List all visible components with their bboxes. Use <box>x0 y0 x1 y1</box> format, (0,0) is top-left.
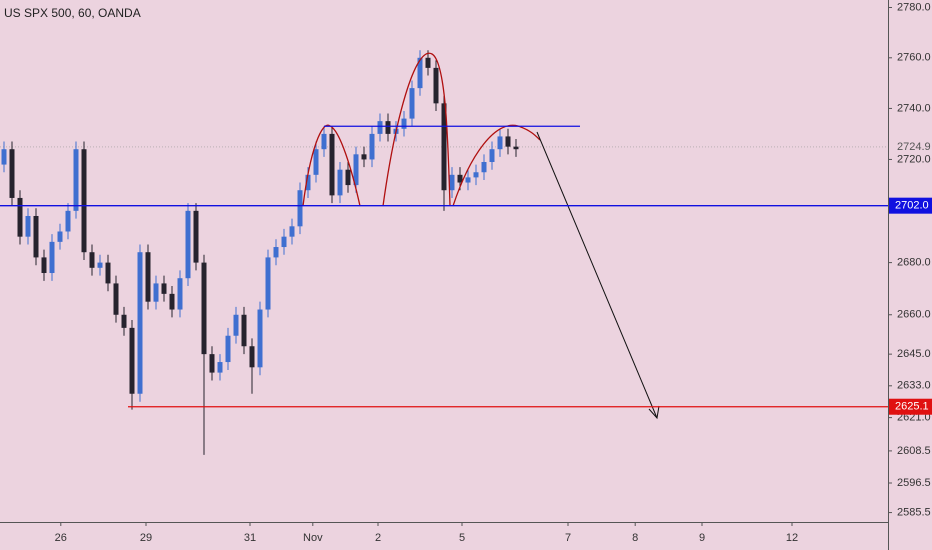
x-tick-label: 29 <box>140 532 152 544</box>
y-tick-label: 2740.0 <box>897 102 931 114</box>
chart-title: US SPX 500, 60, OANDA <box>4 6 141 20</box>
arrow-line <box>536 131 658 419</box>
candle-body <box>105 262 111 284</box>
candle-body <box>289 226 295 237</box>
candle-body <box>449 174 455 191</box>
candle-body <box>369 133 375 160</box>
candle-body <box>169 293 175 310</box>
x-tick-label: 7 <box>565 532 571 544</box>
candle-body <box>65 210 71 232</box>
candle-body <box>361 154 367 160</box>
candle-body <box>9 149 15 198</box>
candle-body <box>265 257 271 310</box>
candle-body <box>217 362 223 373</box>
candle-body <box>385 121 391 134</box>
projection-arrow <box>536 131 660 420</box>
candle-body <box>481 162 487 173</box>
candle-body <box>505 136 511 147</box>
last-price-label: 2724.9 <box>897 141 931 153</box>
candle-body <box>113 283 119 315</box>
candle-body <box>49 241 55 274</box>
y-tick-label: 2633.0 <box>897 380 931 392</box>
candle-body <box>377 121 383 134</box>
x-tick-label: 31 <box>244 532 256 544</box>
candle-body <box>145 252 151 302</box>
candle-body <box>241 314 247 347</box>
candle-body <box>489 149 495 163</box>
candle-body <box>433 67 439 104</box>
candle-body <box>497 136 503 150</box>
price-label-box <box>889 197 932 214</box>
candle-body <box>17 197 23 237</box>
candle-body <box>345 169 351 186</box>
candle-body <box>409 88 415 119</box>
candle-body <box>249 346 255 368</box>
candle-body <box>257 309 263 368</box>
candle-body <box>121 314 127 328</box>
candle-body <box>281 236 287 248</box>
candle-body <box>73 149 79 211</box>
candle-body <box>1 149 7 165</box>
candle-body <box>513 146 519 150</box>
candle-body <box>329 133 335 196</box>
x-tick-label: 9 <box>699 532 705 544</box>
candle-body <box>297 190 303 227</box>
candle-body <box>209 354 215 373</box>
y-tick-label: 2760.0 <box>897 52 931 64</box>
candle-body <box>41 257 47 274</box>
candle-body <box>153 283 159 302</box>
candle-body <box>97 262 103 268</box>
x-tick-label: 26 <box>55 532 67 544</box>
candle-body <box>129 327 135 394</box>
candle-body <box>161 283 167 294</box>
candle-body <box>57 231 63 242</box>
candle-body <box>185 210 191 279</box>
arrow-head <box>648 405 660 420</box>
y-tick-label: 2720.0 <box>897 153 931 165</box>
candle-body <box>305 174 311 191</box>
candle-body <box>193 210 199 263</box>
x-tick-label: 5 <box>459 532 465 544</box>
y-tick-label: 2660.0 <box>897 309 931 321</box>
candle-body <box>417 57 423 89</box>
price-label-box <box>889 398 932 415</box>
candle-body <box>25 215 31 237</box>
candle-body <box>441 103 447 191</box>
candle-body <box>465 177 471 183</box>
plot <box>0 50 888 455</box>
candle-body <box>457 174 463 183</box>
x-tick-label: Nov <box>303 532 323 544</box>
candle-body <box>33 215 39 258</box>
candle-body <box>401 118 407 129</box>
candle-body <box>177 278 183 310</box>
price-label: 2625.1 <box>895 401 929 413</box>
candle-body <box>81 149 87 253</box>
x-tick-label: 12 <box>786 532 798 544</box>
candle-body <box>425 57 431 68</box>
candle-body <box>321 133 327 150</box>
y-tick-label: 2596.5 <box>897 477 931 489</box>
price-label: 2702.0 <box>895 200 929 212</box>
x-tick-label: 8 <box>632 532 638 544</box>
y-tick-label: 2780.0 <box>897 1 931 13</box>
candle-body <box>233 314 239 336</box>
candle-body <box>137 252 143 394</box>
y-tick-label: 2680.0 <box>897 257 931 269</box>
candle-body <box>225 335 231 363</box>
y-tick-label: 2608.5 <box>897 445 931 457</box>
candle-body <box>313 149 319 175</box>
candle-body <box>473 172 479 178</box>
y-tick-label: 2585.5 <box>897 506 931 518</box>
candle-body <box>89 252 95 268</box>
candle-body <box>273 247 279 258</box>
head <box>382 52 451 207</box>
candle-body <box>337 169 343 196</box>
x-tick-label: 2 <box>375 532 381 544</box>
candle-body <box>353 154 359 186</box>
candle-body <box>201 262 207 355</box>
y-tick-label: 2645.0 <box>897 348 931 360</box>
